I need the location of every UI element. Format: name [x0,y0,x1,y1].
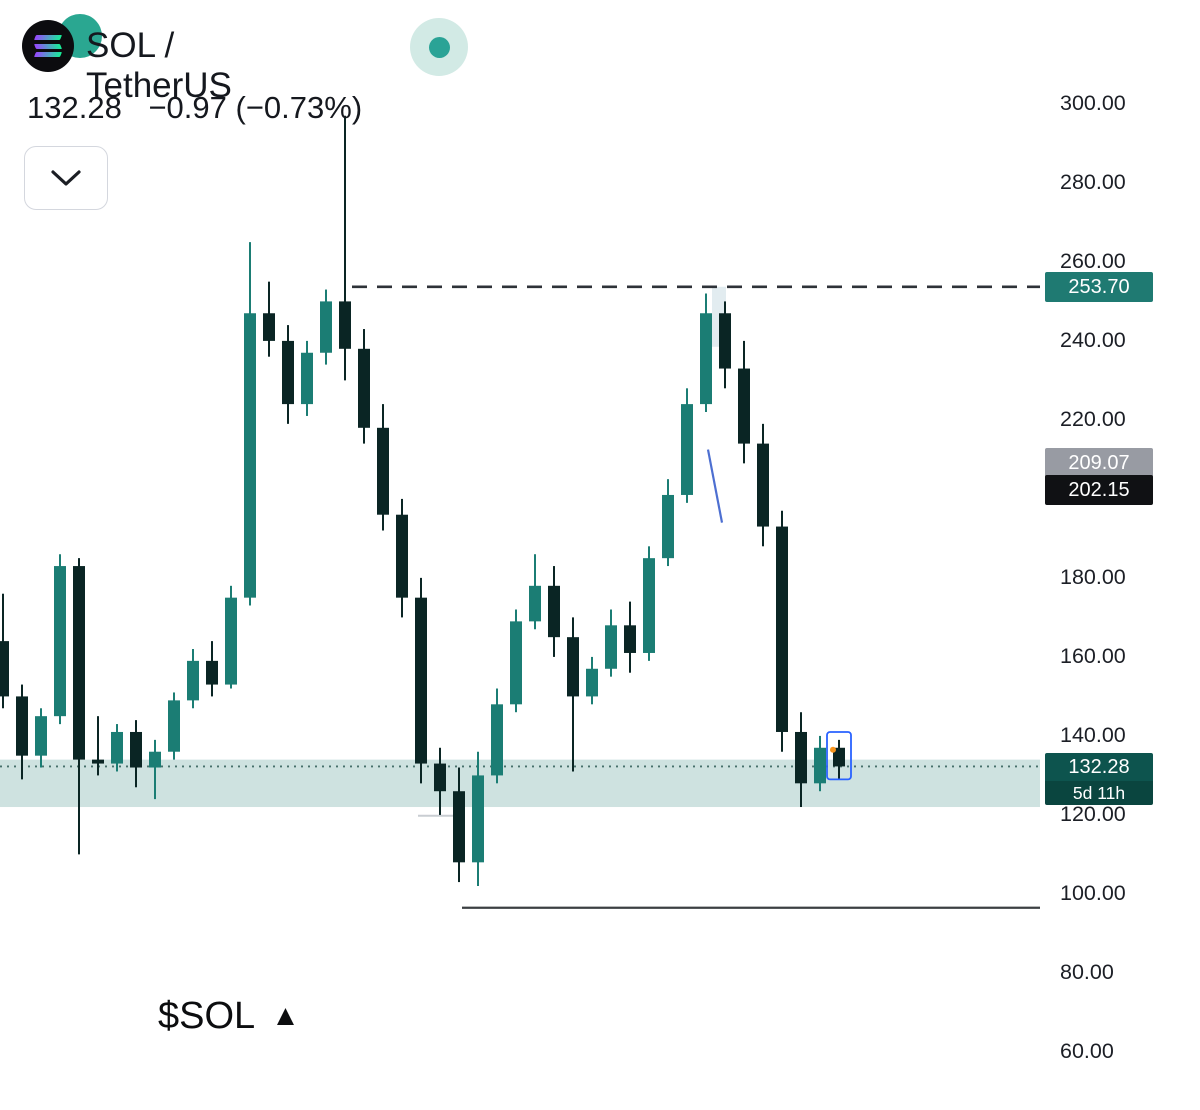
price-row: 132.28 −0.97 (−0.73%) [27,90,362,126]
price-level-badge: 202.15 [1045,475,1153,506]
candle-body[interactable] [662,494,674,559]
expand-details-button[interactable] [24,146,108,210]
chevron-down-icon [51,170,81,186]
price-level-badge: 209.07 [1045,448,1153,479]
candle-body[interactable] [187,660,199,701]
candle-body[interactable] [510,621,522,705]
candle-body[interactable] [168,700,180,752]
price-axis-tick: 120.00 [1060,801,1126,826]
candle-body[interactable] [339,301,351,349]
candle-body[interactable] [624,625,636,653]
price-axis-tick: 180.00 [1060,564,1126,589]
candle-body[interactable] [776,526,788,732]
current-price-badge: 132.28 5d 11h [1045,753,1153,806]
price-level-badge: 253.70 [1045,271,1153,302]
candle-body[interactable] [149,751,161,768]
price-change: −0.97 (−0.73%) [148,90,363,125]
candle-body[interactable] [301,352,313,405]
candle-body[interactable] [35,716,47,756]
price-axis-tick: 220.00 [1060,406,1126,431]
candle-body[interactable] [92,759,104,764]
candle-body[interactable] [738,368,750,444]
candle-body[interactable] [16,696,28,756]
candle-body[interactable] [225,597,237,685]
candle-body[interactable] [282,340,294,405]
candle-body[interactable] [0,641,9,697]
candle-body[interactable] [377,427,389,515]
candle-body[interactable] [130,731,142,768]
candle-body[interactable] [73,566,85,760]
candle-body[interactable] [814,747,826,784]
price-axis-tick: 240.00 [1060,327,1126,352]
candle-selection-box[interactable] [826,731,852,781]
candle-body[interactable] [244,313,256,598]
candle-body[interactable] [757,443,769,527]
candle-body[interactable] [206,660,218,685]
candle-body[interactable] [567,637,579,697]
candle-body[interactable] [415,597,427,764]
candle-countdown: 5d 11h [1045,781,1153,806]
last-price: 132.28 [27,90,122,125]
mini-trendline[interactable] [706,449,724,523]
watermark-label: $SOL ▲ [158,995,300,1038]
candle-body[interactable] [472,775,484,863]
ticker-text: $SOL [158,995,256,1037]
current-price-value: 132.28 [1045,753,1153,782]
price-axis-tick: 260.00 [1060,248,1126,273]
symbol-logos [22,12,102,82]
solana-logo-icon [22,20,74,72]
candle-body[interactable] [453,791,465,863]
candle-body[interactable] [263,313,275,341]
symbol-title[interactable]: SOL / TetherUS [86,26,232,105]
candle-body[interactable] [681,404,693,495]
candle-body[interactable] [548,585,560,638]
up-triangle-icon: ▲ [271,1000,300,1032]
price-axis-tick: 160.00 [1060,643,1126,668]
market-status-indicator [410,18,468,76]
candle-body[interactable] [700,313,712,405]
candle-body[interactable] [320,301,332,353]
price-axis-tick: 80.00 [1060,959,1114,984]
candle-body[interactable] [586,668,598,697]
candle-body[interactable] [434,763,446,792]
candle-body[interactable] [358,348,370,428]
candle-body[interactable] [605,625,617,669]
candle-body[interactable] [54,566,66,717]
price-axis-tick: 300.00 [1060,90,1126,115]
candle-body[interactable] [491,704,503,776]
candle-body[interactable] [833,747,845,767]
market-open-dot-icon [428,36,450,58]
candle-body[interactable] [396,514,408,598]
price-axis-tick: 100.00 [1060,880,1126,905]
demand-zone[interactable] [0,759,1040,808]
candle-body[interactable] [795,731,807,784]
price-axis-tick: 280.00 [1060,169,1126,194]
price-axis-tick: 140.00 [1060,722,1126,747]
price-axis[interactable]: 300.00280.00260.00240.00220.00200.00180.… [1045,0,1200,1110]
candle-body[interactable] [719,313,731,369]
candle-body[interactable] [529,585,541,622]
candle-body[interactable] [643,558,655,653]
candlestick-chart[interactable] [0,0,1045,1110]
price-axis-tick: 60.00 [1060,1038,1114,1063]
selection-marker-icon [830,746,836,753]
candle-body[interactable] [111,731,123,764]
